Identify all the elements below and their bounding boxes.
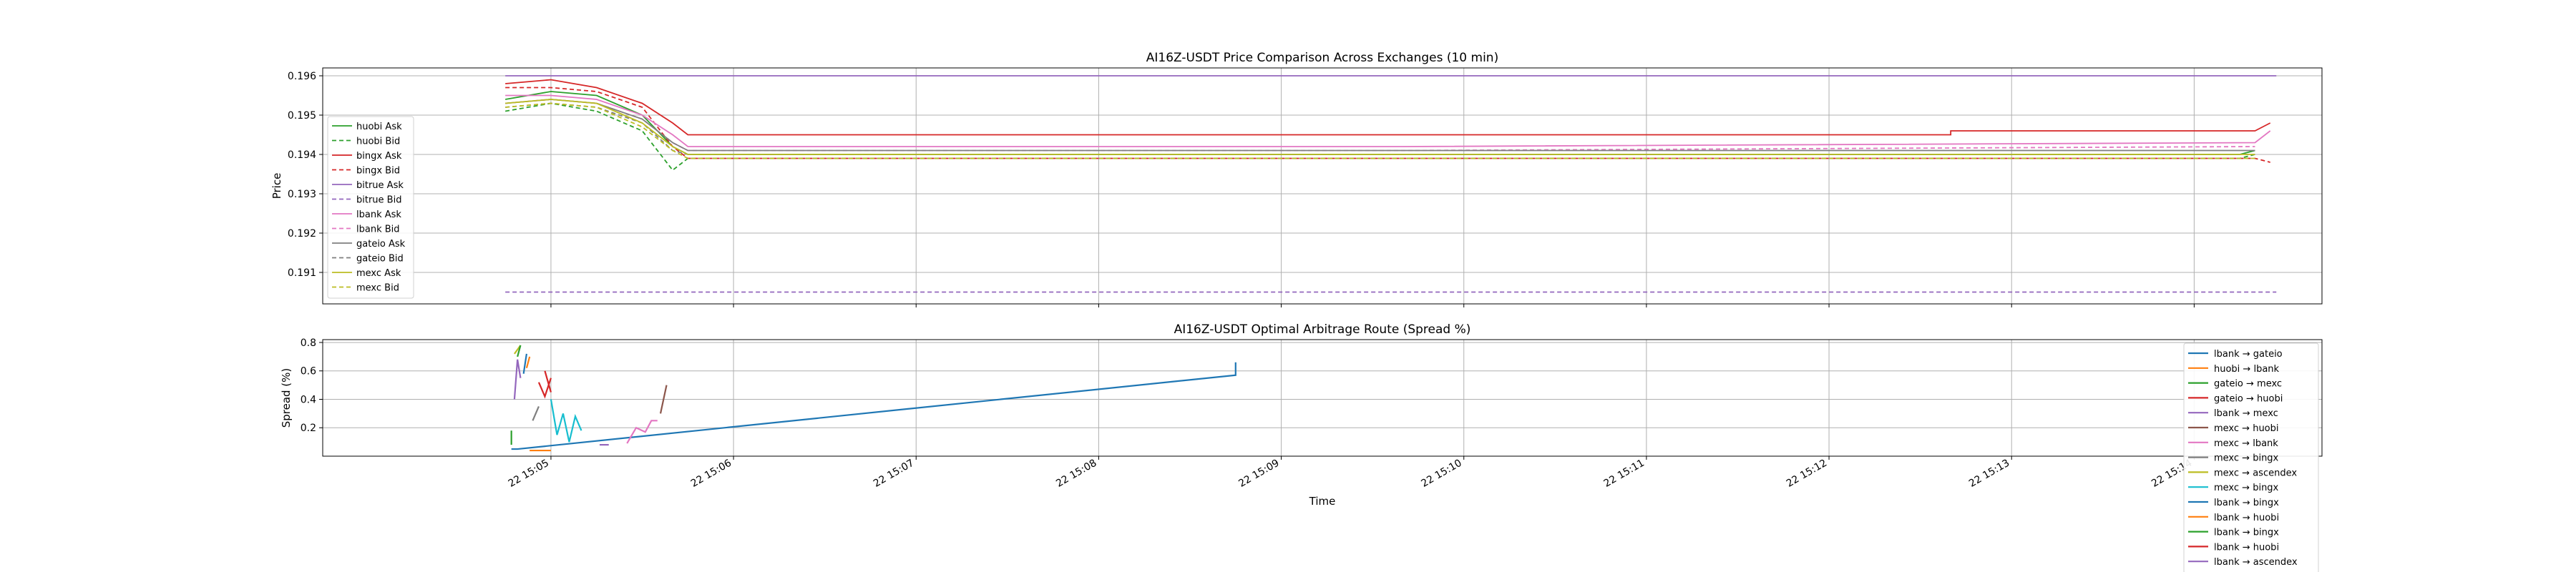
price-legend-label: bingx Bid [356, 166, 400, 177]
price-legend-label: bitrue Ask [356, 180, 404, 191]
price-series-line [505, 91, 2255, 155]
spread-x-tick-label: 22 15:11 [1602, 458, 1646, 490]
spread-legend-label: mexc → huobi [2214, 423, 2279, 434]
price-series-line [505, 87, 2270, 163]
spread-legend-label: gateio → mexc [2214, 379, 2282, 390]
price-legend-label: bitrue Bid [356, 195, 401, 206]
spread-legend-label: lbank → gateio [2214, 349, 2283, 360]
price-y-tick-label: 0.194 [288, 149, 316, 161]
spread-legend-label: huobi → lbank [2214, 364, 2280, 375]
price-axes-frame [322, 67, 2323, 305]
spread-series-line [550, 399, 582, 443]
spread-series-line [513, 359, 522, 400]
price-legend-label: mexc Ask [356, 268, 401, 279]
price-series-line [505, 99, 2255, 152]
spread-x-axis-label: Time [1309, 495, 1336, 508]
spread-legend-label: mexc → ascendex [2214, 468, 2297, 478]
price-legend-label: lbank Bid [356, 225, 400, 235]
spread-series-line [525, 356, 531, 369]
spread-series-line [626, 420, 658, 444]
price-y-tick-label: 0.191 [288, 267, 316, 279]
price-legend-label: gateio Ask [356, 239, 406, 250]
spread-y-tick-label: 0.4 [301, 394, 316, 405]
price-legend-box [327, 116, 414, 299]
spread-x-tick-label: 22 15:05 [507, 458, 551, 490]
spread-x-tick-label: 22 15:12 [1785, 458, 1829, 490]
spread-legend-label: lbank → bingx [2214, 498, 2279, 508]
price-legend-label: huobi Bid [356, 137, 400, 147]
spread-x-tick-label: 22 15:09 [1236, 458, 1281, 490]
price-legend-label: gateio Bid [356, 254, 404, 265]
spread-series-line [532, 405, 540, 421]
price-series-line [505, 99, 2255, 152]
spread-x-tick-label: 22 15:06 [689, 458, 733, 490]
spread-y-tick-label: 0.2 [301, 423, 316, 434]
spread-chart-title: AI16Z-USDT Optimal Arbitrage Route (Spre… [1174, 322, 1471, 337]
spread-axes: 22 15:05 22 15:06 22 15:07 22 15:08 22 15:09… [280, 322, 2323, 572]
price-y-tick-label: 0.195 [288, 110, 316, 122]
spread-x-tick-label: 22 15:10 [1420, 458, 1464, 490]
spread-y-tick-label: 0.6 [301, 366, 316, 378]
price-y-tick-label: 0.192 [288, 228, 316, 240]
spread-series-line [511, 362, 1236, 450]
spread-x-tick-label: 22 15:07 [872, 458, 916, 490]
spread-legend-label: mexc → lbank [2214, 438, 2278, 449]
price-legend-label: bingx Ask [356, 151, 402, 162]
spread-x-tick-label: 22 15:13 [1967, 458, 2011, 490]
spread-legend-label: lbank → huobi [2214, 513, 2279, 523]
spread-x-tick-label: 22 15:08 [1054, 458, 1098, 490]
price-series-line [505, 79, 2271, 136]
price-y-tick-label: 0.196 [288, 71, 316, 82]
price-y-axis-label: Price [270, 173, 283, 199]
price-series-line [505, 94, 2271, 147]
price-legend-label: huobi Ask [356, 122, 402, 132]
price-legend-label: mexc Bid [356, 283, 399, 294]
price-y-tick-label: 0.193 [288, 189, 316, 200]
spread-legend-label: lbank → mexc [2214, 408, 2278, 419]
price-axes: 0.191 0.192 0.193 0.194 0.195 0.196 AI16Z-USDT… [270, 51, 2323, 307]
spread-legend-label: lbank → ascendex [2214, 557, 2298, 568]
spread-axes-frame [322, 339, 2323, 457]
price-chart-title: AI16Z-USDT Price Comparison Across Excha… [1146, 51, 1498, 65]
spread-series-line [517, 345, 522, 358]
spread-legend-label: gateio → huobi [2214, 393, 2283, 404]
spread-y-axis-label: Spread (%) [280, 368, 293, 428]
spread-legend-box [2183, 342, 2319, 572]
price-series-line [505, 102, 2255, 159]
price-legend-label: lbank Ask [356, 209, 401, 220]
spread-series-line [659, 385, 668, 414]
spread-y-tick-label: 0.8 [301, 337, 316, 349]
price-series-line [505, 102, 2255, 172]
spread-series-line [544, 370, 552, 393]
spread-legend-label: mexc → bingx [2214, 453, 2279, 464]
spread-legend-label: lbank → huobi [2214, 542, 2279, 553]
price-series-line [505, 99, 2255, 155]
spread-series-line [522, 353, 528, 374]
spread-legend-label: lbank → bingx [2214, 528, 2279, 538]
spread-legend-label: mexc → bingx [2214, 483, 2279, 493]
